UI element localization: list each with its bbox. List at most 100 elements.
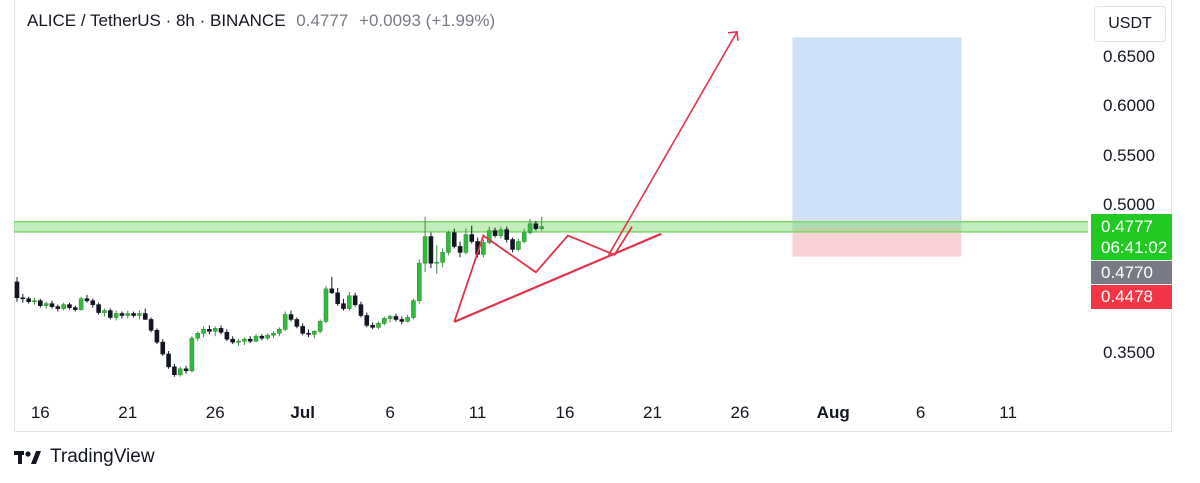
bearish-candle: [457, 246, 463, 253]
bullish-candle: [271, 332, 276, 336]
bearish-candle: [510, 239, 515, 250]
bearish-candle: [26, 298, 31, 302]
bearish-candle: [55, 306, 61, 309]
bearish-candle: [172, 366, 177, 376]
bearish-candle: [142, 313, 148, 320]
bullish-candle: [323, 288, 329, 322]
bullish-candle: [32, 300, 37, 303]
bearish-candle: [84, 298, 90, 302]
time-tick-label: 21: [643, 403, 662, 422]
last-price-text: 0.4777: [1101, 217, 1153, 236]
bullish-candle: [189, 337, 195, 372]
price-tick-label: 0.6500: [1103, 47, 1155, 66]
bullish-candle: [201, 329, 206, 334]
target-zone: [792, 37, 962, 228]
stop-price-label: 0.4478: [1091, 285, 1172, 309]
time-tick-label: 6: [385, 403, 395, 422]
bearish-candle: [364, 315, 370, 326]
bearish-candle: [259, 335, 265, 339]
bearish-candle: [335, 292, 340, 304]
bearish-candle: [96, 304, 101, 313]
bullish-candle: [434, 261, 440, 264]
bullish-candle: [265, 334, 270, 339]
last-price-label: 0.4777 06:41:02: [1091, 214, 1172, 260]
bullish-candle: [312, 330, 317, 335]
bullish-candle: [376, 323, 381, 328]
bullish-candle: [516, 241, 521, 250]
time-tick-label: 11: [468, 403, 487, 422]
target-arrow-line: [608, 31, 738, 256]
bullish-candle: [282, 314, 288, 330]
time-tick-label: 11: [999, 403, 1017, 422]
bearish-candle: [504, 229, 510, 240]
bearish-candle: [399, 319, 405, 322]
bearish-candle: [341, 303, 346, 309]
bullish-candle: [521, 232, 527, 242]
bullish-candle: [102, 310, 107, 313]
bearish-candle: [148, 319, 154, 331]
price-tick-label: 0.3500: [1103, 343, 1155, 362]
bullish-candle: [137, 313, 142, 316]
currency-unit-button[interactable]: USDT: [1094, 6, 1166, 42]
bearish-candle: [230, 338, 236, 343]
bullish-candle: [236, 340, 241, 343]
bullish-candle: [446, 232, 451, 253]
bullish-candle: [498, 229, 504, 236]
bearish-candle: [49, 303, 55, 307]
bearish-candle: [218, 328, 224, 333]
bearish-candle: [154, 330, 160, 343]
bullish-candle: [253, 335, 259, 342]
bearish-candle: [352, 295, 358, 305]
price-change-value: +0.0093 (+1.99%): [359, 11, 496, 30]
time-tick-label: 16: [555, 403, 575, 422]
bullish-candle: [195, 332, 201, 339]
bearish-candle: [288, 314, 294, 320]
bullish-candle: [347, 295, 352, 309]
target-arrow-head: [727, 30, 739, 41]
bearish-candle: [107, 310, 113, 318]
tradingview-logo[interactable]: TradingView: [14, 446, 155, 468]
bullish-candle: [113, 313, 119, 318]
bullish-candle: [422, 236, 428, 264]
bullish-candle: [539, 226, 545, 229]
time-tick-label: Aug: [816, 403, 850, 422]
bullish-candle: [317, 321, 323, 332]
bearish-candle: [73, 307, 78, 310]
bearish-candle: [14, 281, 20, 299]
bullish-candle: [242, 338, 247, 342]
bullish-candle: [527, 223, 533, 233]
time-tick-label: 26: [205, 403, 225, 422]
bearish-candle: [306, 332, 311, 335]
tradingview-logo-icon: [14, 451, 41, 464]
bearish-candle: [492, 230, 498, 236]
price-tick-label: 0.5500: [1103, 145, 1155, 165]
bearish-candle: [20, 297, 26, 300]
bullish-candle: [486, 230, 492, 243]
bearish-candle: [329, 288, 335, 294]
bearish-candle: [370, 325, 375, 328]
brand-name: TradingView: [50, 446, 155, 467]
bearish-candle: [183, 368, 189, 372]
last-price-value: 0.4777: [296, 11, 349, 30]
bullish-candle: [463, 234, 469, 253]
time-tick-label: 21: [118, 403, 138, 422]
price-tick-label: 0.6000: [1103, 96, 1155, 116]
bullish-candle: [125, 313, 131, 316]
time-tick-label: 26: [730, 403, 750, 422]
time-tick-label: 16: [30, 403, 50, 422]
bearish-candle: [119, 313, 125, 316]
bullish-candle: [416, 262, 422, 302]
bearish-candle: [224, 331, 230, 340]
bar-countdown-text: 06:41:02: [1101, 238, 1168, 257]
bearish-candle: [451, 232, 457, 247]
bearish-candle: [247, 338, 253, 342]
bearish-candle: [358, 304, 364, 316]
entry-price-label: 0.4770: [1091, 261, 1172, 284]
bearish-candle: [300, 326, 305, 334]
bearish-candle: [294, 319, 300, 327]
bearish-candle: [533, 223, 539, 229]
zigzag-pattern-line: [453, 226, 633, 323]
bullish-candle: [411, 300, 416, 318]
bearish-candle: [393, 316, 399, 320]
